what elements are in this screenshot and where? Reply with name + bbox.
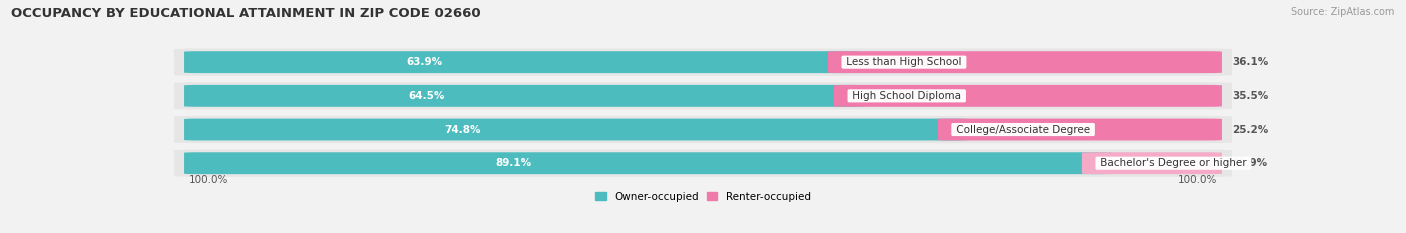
Text: 25.2%: 25.2% [1232,124,1268,134]
Text: Less than High School: Less than High School [844,57,965,67]
FancyBboxPatch shape [184,119,967,140]
FancyBboxPatch shape [174,116,1232,143]
FancyBboxPatch shape [184,152,1112,174]
Text: 89.1%: 89.1% [495,158,531,168]
Text: College/Associate Degree: College/Associate Degree [953,124,1094,134]
FancyBboxPatch shape [828,51,1222,73]
Text: Bachelor's Degree or higher: Bachelor's Degree or higher [1097,158,1250,168]
Text: OCCUPANCY BY EDUCATIONAL ATTAINMENT IN ZIP CODE 02660: OCCUPANCY BY EDUCATIONAL ATTAINMENT IN Z… [11,7,481,20]
FancyBboxPatch shape [184,51,858,73]
FancyBboxPatch shape [184,85,865,107]
FancyBboxPatch shape [174,48,1232,76]
Text: 35.5%: 35.5% [1232,91,1268,101]
Text: 10.9%: 10.9% [1232,158,1268,168]
Text: High School Diploma: High School Diploma [849,91,965,101]
Legend: Owner-occupied, Renter-occupied: Owner-occupied, Renter-occupied [595,192,811,202]
Text: 100.0%: 100.0% [1177,175,1218,185]
FancyBboxPatch shape [938,119,1222,140]
Text: 36.1%: 36.1% [1232,57,1268,67]
Text: 100.0%: 100.0% [188,175,229,185]
FancyBboxPatch shape [174,82,1232,110]
FancyBboxPatch shape [1081,152,1222,174]
Text: 63.9%: 63.9% [406,57,443,67]
Text: Source: ZipAtlas.com: Source: ZipAtlas.com [1291,7,1395,17]
Text: 64.5%: 64.5% [409,91,444,101]
FancyBboxPatch shape [834,85,1222,107]
Text: 74.8%: 74.8% [444,124,481,134]
FancyBboxPatch shape [174,150,1232,177]
